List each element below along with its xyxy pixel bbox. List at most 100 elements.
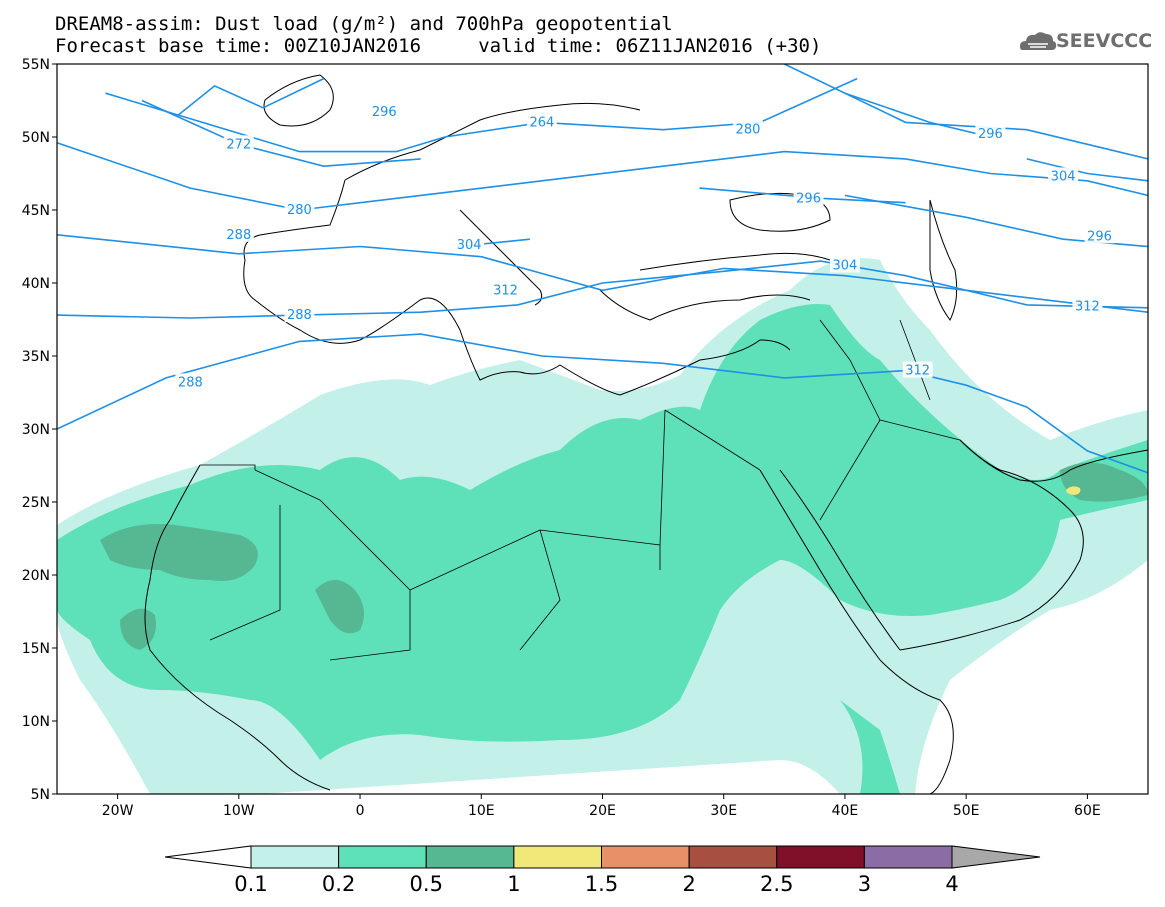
- contour-label-bg: [223, 135, 254, 152]
- lon-axis: 20W 10W 0 10E 20E 30E 40E 50E 60E: [102, 794, 1101, 819]
- geopotential-contour: [1026, 158, 1148, 182]
- lon-tick-label: 60E: [1074, 803, 1101, 819]
- contour-label-bg: [454, 236, 485, 253]
- colorbar-tick-label: 3: [858, 872, 871, 896]
- dust-region-max: [1066, 486, 1081, 495]
- colorbar-tick-label: 2: [682, 872, 695, 896]
- contour-label-bg: [284, 201, 315, 217]
- colorbar-tick-label: 2.5: [760, 872, 793, 896]
- colorbar-swatch: [513, 845, 602, 869]
- coastline-caspian: [929, 199, 958, 321]
- lat-tick-label: 45N: [22, 203, 50, 219]
- geopotential-contour: [57, 260, 1148, 319]
- map-title-line-1: DREAM8-assim: Dust load (g/m²) and 700hP…: [55, 13, 673, 35]
- lat-tick-label: 30N: [22, 422, 50, 438]
- dust-region-medium: [57, 304, 1148, 760]
- contour-label-bg: [902, 361, 933, 378]
- lon-tick-label: 10W: [223, 803, 255, 819]
- geopotential-contour: [105, 77, 858, 153]
- colorbar-under-arrow: [164, 845, 252, 869]
- coastline-red-sea: [759, 469, 901, 661]
- contour-label: 296: [372, 105, 397, 120]
- colorbar-swatch: [250, 845, 340, 869]
- colorbar: 0.1 0.2 0.5 1 1.5 2 2.5 3 4: [164, 845, 1041, 896]
- coastline-persian-gulf: [959, 439, 1148, 482]
- contour-label-bg: [829, 256, 860, 273]
- geopotential-contour: [57, 333, 1148, 474]
- contour-label: 304: [833, 258, 858, 273]
- dust-region-dense-west-2: [315, 580, 364, 634]
- colorbar-tick-label: 4: [945, 872, 958, 896]
- lon-tick-label: 10E: [468, 803, 495, 819]
- contour-label-bg: [1084, 227, 1115, 244]
- lat-tick-label: 5N: [31, 787, 50, 803]
- colorbar-tick-label: 0.5: [410, 872, 443, 896]
- lon-tick-label: 50E: [953, 803, 980, 819]
- contour-label-bg: [1048, 167, 1079, 184]
- geopotential-contours: 264 272 280 280 288 288 288 296 296 296 296 304 304 3…: [57, 64, 1148, 474]
- geopotential-contour: [57, 142, 1148, 211]
- coastlines: [144, 74, 1148, 794]
- colorbar-swatch: [338, 845, 427, 869]
- colorbar-tick-label: 0.2: [322, 872, 355, 896]
- dust-region-dense-west-1: [100, 524, 258, 581]
- contour-label-bg: [793, 189, 824, 206]
- colorbar-swatch: [863, 845, 953, 869]
- colorbar-swatch: [688, 845, 778, 869]
- contour-label: 296: [1087, 229, 1112, 244]
- coastline-arabia: [899, 439, 1084, 651]
- contour-label: 304: [1051, 169, 1076, 184]
- contour-label-bg: [732, 120, 763, 137]
- lat-tick-label: 20N: [22, 568, 50, 584]
- lon-tick-label: 20W: [102, 803, 134, 819]
- coastline-europe-africa: [144, 102, 791, 791]
- borders: [200, 319, 961, 661]
- colorbar-tick-label: 1.5: [585, 872, 618, 896]
- contour-label: 312: [1075, 299, 1100, 314]
- contour-label-bg: [526, 113, 557, 130]
- colorbar-tick-label: 1: [507, 872, 520, 896]
- contour-label: 296: [796, 191, 821, 206]
- geopotential-contour: [177, 77, 325, 116]
- lat-tick-label: 10N: [22, 714, 50, 730]
- lon-tick-label: 0: [356, 803, 365, 819]
- geopotential-contour: [141, 99, 421, 168]
- geopotential-contour: [783, 64, 1148, 160]
- lat-tick-label: 15N: [22, 641, 50, 657]
- colorbar-swatch: [776, 845, 865, 869]
- contour-label: 288: [226, 228, 251, 243]
- contour-label: 288: [178, 375, 203, 390]
- contour-label: 296: [978, 127, 1003, 142]
- contour-label: 280: [736, 123, 761, 138]
- contour-label-bg: [1072, 297, 1103, 314]
- contour-label: 264: [529, 115, 554, 130]
- colorbar-over-arrow: [951, 845, 1041, 869]
- cloud-icon: [1020, 32, 1057, 50]
- lat-tick-label: 35N: [22, 349, 50, 365]
- contour-label: 312: [905, 364, 930, 379]
- lon-tick-label: 20E: [589, 803, 616, 819]
- contour-label: 280: [287, 203, 312, 218]
- lat-axis: 55N 50N 45N 40N 35N 30N 25N 20N 15N 10N 5N: [22, 57, 57, 803]
- geopotential-contour: [844, 92, 991, 138]
- coastline-horn: [879, 659, 954, 794]
- contour-label-bg: [175, 373, 206, 390]
- lon-tick-label: 40E: [832, 803, 859, 819]
- contour-label: 304: [457, 238, 482, 253]
- colorbar-swatch: [601, 845, 690, 869]
- contour-label-bg: [490, 281, 521, 298]
- lat-tick-label: 55N: [22, 57, 50, 73]
- lat-tick-label: 40N: [22, 276, 50, 292]
- lon-tick-label: 30E: [710, 803, 737, 819]
- lat-tick-label: 50N: [22, 130, 50, 146]
- dust-region-medium-east: [840, 700, 900, 794]
- dust-fields: [57, 258, 1148, 794]
- contour-label-bg: [975, 125, 1006, 142]
- logo-text: SEEVCCC: [1056, 30, 1153, 52]
- coastline-black-sea: [729, 192, 831, 232]
- lat-tick-label: 25N: [22, 495, 50, 511]
- contour-label: 288: [287, 308, 312, 323]
- dust-region-dense-east: [1060, 462, 1148, 502]
- coastline-greece-turkey: [599, 252, 831, 321]
- contour-label: 312: [493, 283, 518, 298]
